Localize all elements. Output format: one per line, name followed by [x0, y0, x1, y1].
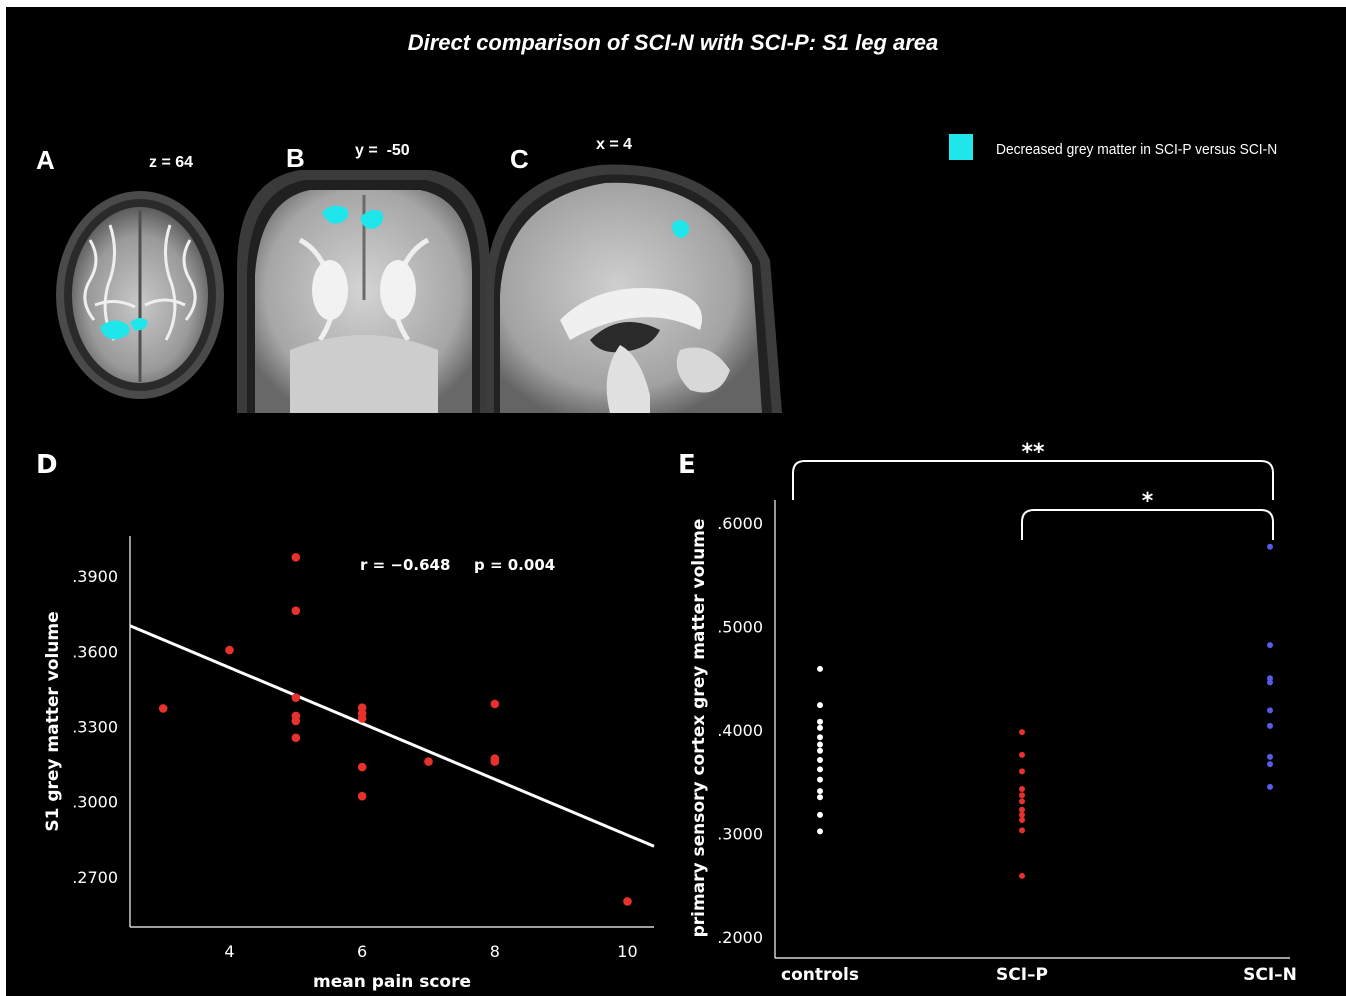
scatter-point — [357, 714, 367, 723]
panel-label-d: D — [36, 450, 58, 480]
significance-bracket-controls-vs-scin-label: ** — [1021, 440, 1045, 465]
scatter-point — [817, 734, 823, 741]
axial-highlight-cluster — [100, 318, 148, 340]
scatter-point — [817, 702, 823, 709]
scatter-point — [1019, 817, 1025, 824]
scatter-point — [817, 724, 823, 731]
scatter-point — [1019, 806, 1025, 813]
regression-line — [129, 624, 655, 848]
y-tick-label: .3600 — [72, 642, 118, 661]
scatter-point — [357, 791, 367, 801]
p-value-annotation: p = 0.004 — [474, 556, 555, 574]
scatter-point — [1267, 707, 1273, 714]
y-axis-title: S1 grey matter volume — [43, 611, 63, 831]
scatter-point — [1267, 642, 1273, 649]
x-category-label: SCI–P — [996, 965, 1048, 985]
scatter-point — [1267, 761, 1273, 768]
scatter-point — [817, 788, 823, 795]
axial-slice-image — [56, 191, 224, 399]
x-category-label: controls — [781, 965, 859, 985]
scatter-point — [817, 741, 823, 748]
scatter-point — [817, 811, 823, 818]
x-tick-label: 4 — [224, 942, 234, 961]
x-tick-label: 8 — [490, 942, 500, 961]
panel-label-a: A — [36, 145, 55, 175]
scatter-point — [1267, 675, 1273, 682]
scatter-point — [158, 704, 168, 713]
scatter-point — [1019, 729, 1025, 736]
sagittal-highlight-cluster — [672, 220, 690, 238]
scatter-point — [1267, 722, 1273, 729]
panel-label-b: B — [286, 143, 305, 173]
coronal-highlight-cluster — [322, 205, 384, 229]
scatter-point — [490, 699, 500, 709]
scatter-point — [291, 716, 301, 726]
coronal-slice-image — [237, 170, 490, 413]
slice-coordinate-b: y = -50 — [355, 142, 410, 159]
scatter-point — [291, 606, 301, 615]
figure-background — [6, 7, 1346, 996]
scatter-point — [1267, 679, 1273, 686]
chart-e: .2000 .3000 .4000 .5000 .6000 controls SCI–P SC… — [689, 440, 1297, 985]
y-tick-label: .6000 — [717, 514, 763, 533]
slice-coordinate-a: z = 64 — [149, 154, 194, 171]
y-tick-label: .3000 — [72, 793, 118, 812]
legend-label: Decreased grey matter in SCI-P versus SC… — [996, 141, 1278, 158]
y-tick-label: .3900 — [72, 567, 118, 586]
scatter-point — [817, 776, 823, 783]
y-tick-label: .2700 — [72, 868, 118, 887]
significance-bracket-controls-vs-scin — [792, 460, 1274, 500]
scatter-point — [1019, 792, 1025, 799]
scatter-point — [1019, 751, 1025, 758]
scatter-point — [291, 733, 301, 743]
scatter-point — [817, 794, 823, 801]
chart-d: .2700 .3000 .3300 .3600 .3900 4 6 8 10 mean pain … — [43, 536, 655, 992]
x-tick-label: 6 — [357, 942, 367, 961]
x-category-label: SCI–N — [1243, 965, 1297, 985]
slice-coordinate-c: x = 4 — [596, 136, 633, 153]
significance-bracket-scip-vs-scin — [1021, 509, 1274, 540]
legend-swatch — [949, 134, 973, 160]
scatter-point — [1019, 768, 1025, 775]
scatter-point — [1019, 785, 1025, 792]
scatter-point — [1019, 827, 1025, 834]
y-tick-label: .3300 — [72, 717, 118, 736]
scatter-point — [490, 757, 500, 766]
significance-bracket-scip-vs-scin-label: * — [1142, 489, 1154, 514]
y-tick-label: .5000 — [717, 618, 763, 637]
scatter-point — [817, 828, 823, 835]
y-tick-label: .3000 — [717, 825, 763, 844]
scatter-point — [817, 718, 823, 725]
scatter-point — [1019, 798, 1025, 805]
scatter-point — [1267, 783, 1273, 790]
scatter-point — [1267, 543, 1273, 550]
scatter-point — [817, 757, 823, 764]
scatter-point — [424, 757, 433, 766]
y-tick-label: .4000 — [717, 721, 763, 740]
panel-label-e: E — [678, 450, 696, 480]
sagittal-slice-image — [486, 164, 782, 413]
correlation-r-annotation: r = −0.648 — [360, 556, 450, 574]
scatter-point — [817, 665, 823, 672]
scatter-point — [817, 766, 823, 773]
scatter-point — [291, 553, 301, 562]
scatter-point — [623, 897, 632, 906]
scatter-point — [357, 762, 367, 772]
x-tick-label: 10 — [617, 942, 637, 961]
scatter-point — [1019, 811, 1025, 818]
scatter-point — [817, 747, 823, 754]
scatter-point — [225, 645, 234, 655]
y-tick-label: .2000 — [717, 928, 763, 947]
scatter-point — [1019, 872, 1025, 879]
x-axis-title: mean pain score — [313, 972, 471, 992]
panel-label-c: C — [510, 144, 529, 174]
figure-title: Direct comparison of SCI-N with SCI-P: S… — [407, 30, 939, 55]
scatter-point — [291, 693, 301, 702]
y-axis-title: primary sensory cortex grey matter volum… — [689, 519, 709, 938]
brain-images — [56, 164, 782, 413]
scatter-point — [1267, 753, 1273, 760]
